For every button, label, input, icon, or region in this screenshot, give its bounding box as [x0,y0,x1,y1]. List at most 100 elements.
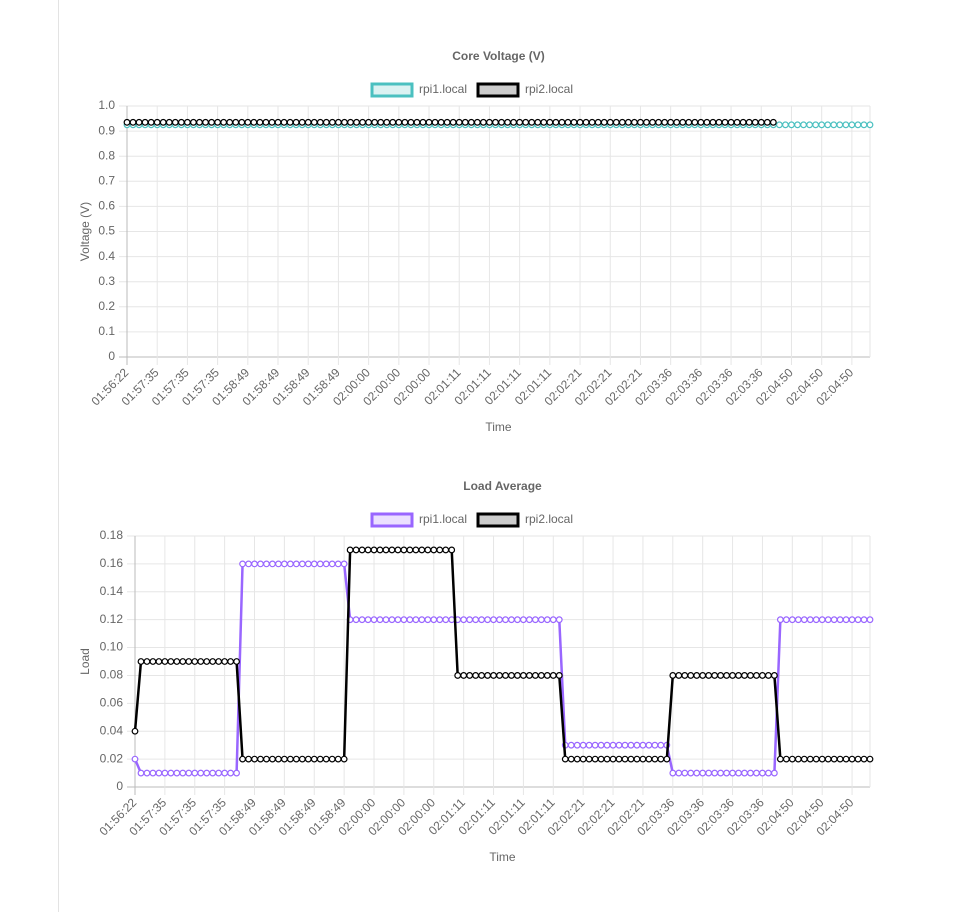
data-point [221,658,229,665]
data-point [233,769,240,777]
data-point [340,755,348,763]
data-point [600,118,608,126]
data-point [280,755,288,763]
data-point [564,118,572,126]
data-point [818,755,826,763]
data-point [185,658,193,665]
series-line [133,548,870,761]
data-point [340,560,348,568]
data-point [149,658,157,665]
data-point [418,546,426,554]
data-point [667,118,675,126]
data-point [149,769,157,777]
data-point [298,118,306,126]
data-point [425,118,433,126]
data-point [618,118,626,126]
data-point [304,560,312,568]
data-point [585,741,593,749]
data-point [615,741,623,749]
data-point [137,658,145,665]
data-point [806,755,814,763]
data-point [836,616,844,624]
data-point [769,118,777,126]
chart-title: Core Voltage (V) [452,49,544,63]
data-point [812,121,820,129]
data-point [528,118,536,126]
data-point [723,672,730,679]
data-point [585,755,593,763]
data-point [167,769,175,777]
data-point [442,546,450,554]
data-point [567,755,575,763]
data-point [763,118,771,126]
data-point [582,118,590,126]
data-point [854,616,862,624]
data-point [759,769,766,777]
data-point [812,616,820,624]
data-point [143,658,151,665]
data-point [346,546,354,554]
data-point [486,118,493,126]
data-point [824,121,832,129]
data-point [788,616,796,624]
data-point [842,121,850,129]
data-point [543,616,551,624]
data-point [490,672,497,679]
data-point [492,118,499,126]
data-point [508,672,515,679]
data-point [275,560,282,568]
data-point [639,741,647,749]
data-point [365,118,373,126]
data-point [454,672,462,679]
data-point [759,672,766,679]
data-point [657,741,665,749]
data-point [591,741,599,749]
data-point [341,118,348,126]
data-point [251,560,258,568]
data-point [227,658,235,665]
data-point [395,118,403,126]
data-point [745,118,753,126]
data-point [747,672,754,679]
data-point [615,755,623,763]
data-point [594,118,602,126]
data-point [274,118,282,126]
data-point [233,658,240,665]
data-point [173,769,181,777]
data-point [466,616,474,624]
data-point [866,755,874,763]
data-point [262,118,270,126]
data-point [171,118,179,126]
y-tick-label: 0.12 [100,612,124,626]
data-point [794,616,802,624]
data-point [280,560,288,568]
y-tick-label: 0.02 [100,751,124,765]
data-point [540,118,548,126]
data-point [165,118,173,126]
y-axis-title: Voltage (V) [78,202,92,261]
data-point [848,616,856,624]
data-point [788,755,796,763]
data-point [776,755,784,763]
data-point [673,118,681,126]
data-point [597,741,605,749]
data-point [549,616,557,624]
data-point [717,672,725,679]
data-point [328,118,336,126]
data-point [155,658,163,665]
y-tick-label: 0 [116,779,123,793]
data-point [412,616,420,624]
data-point [612,118,620,126]
data-point [131,727,139,735]
data-point [520,672,527,679]
data-point [292,560,300,568]
data-point [316,118,324,126]
data-point [460,616,468,624]
y-tick-label: 0.7 [98,173,115,187]
data-point [431,118,439,126]
data-point [424,546,432,554]
data-point [196,118,203,126]
data-point [860,616,868,624]
data-point [490,616,497,624]
data-point [161,658,169,665]
